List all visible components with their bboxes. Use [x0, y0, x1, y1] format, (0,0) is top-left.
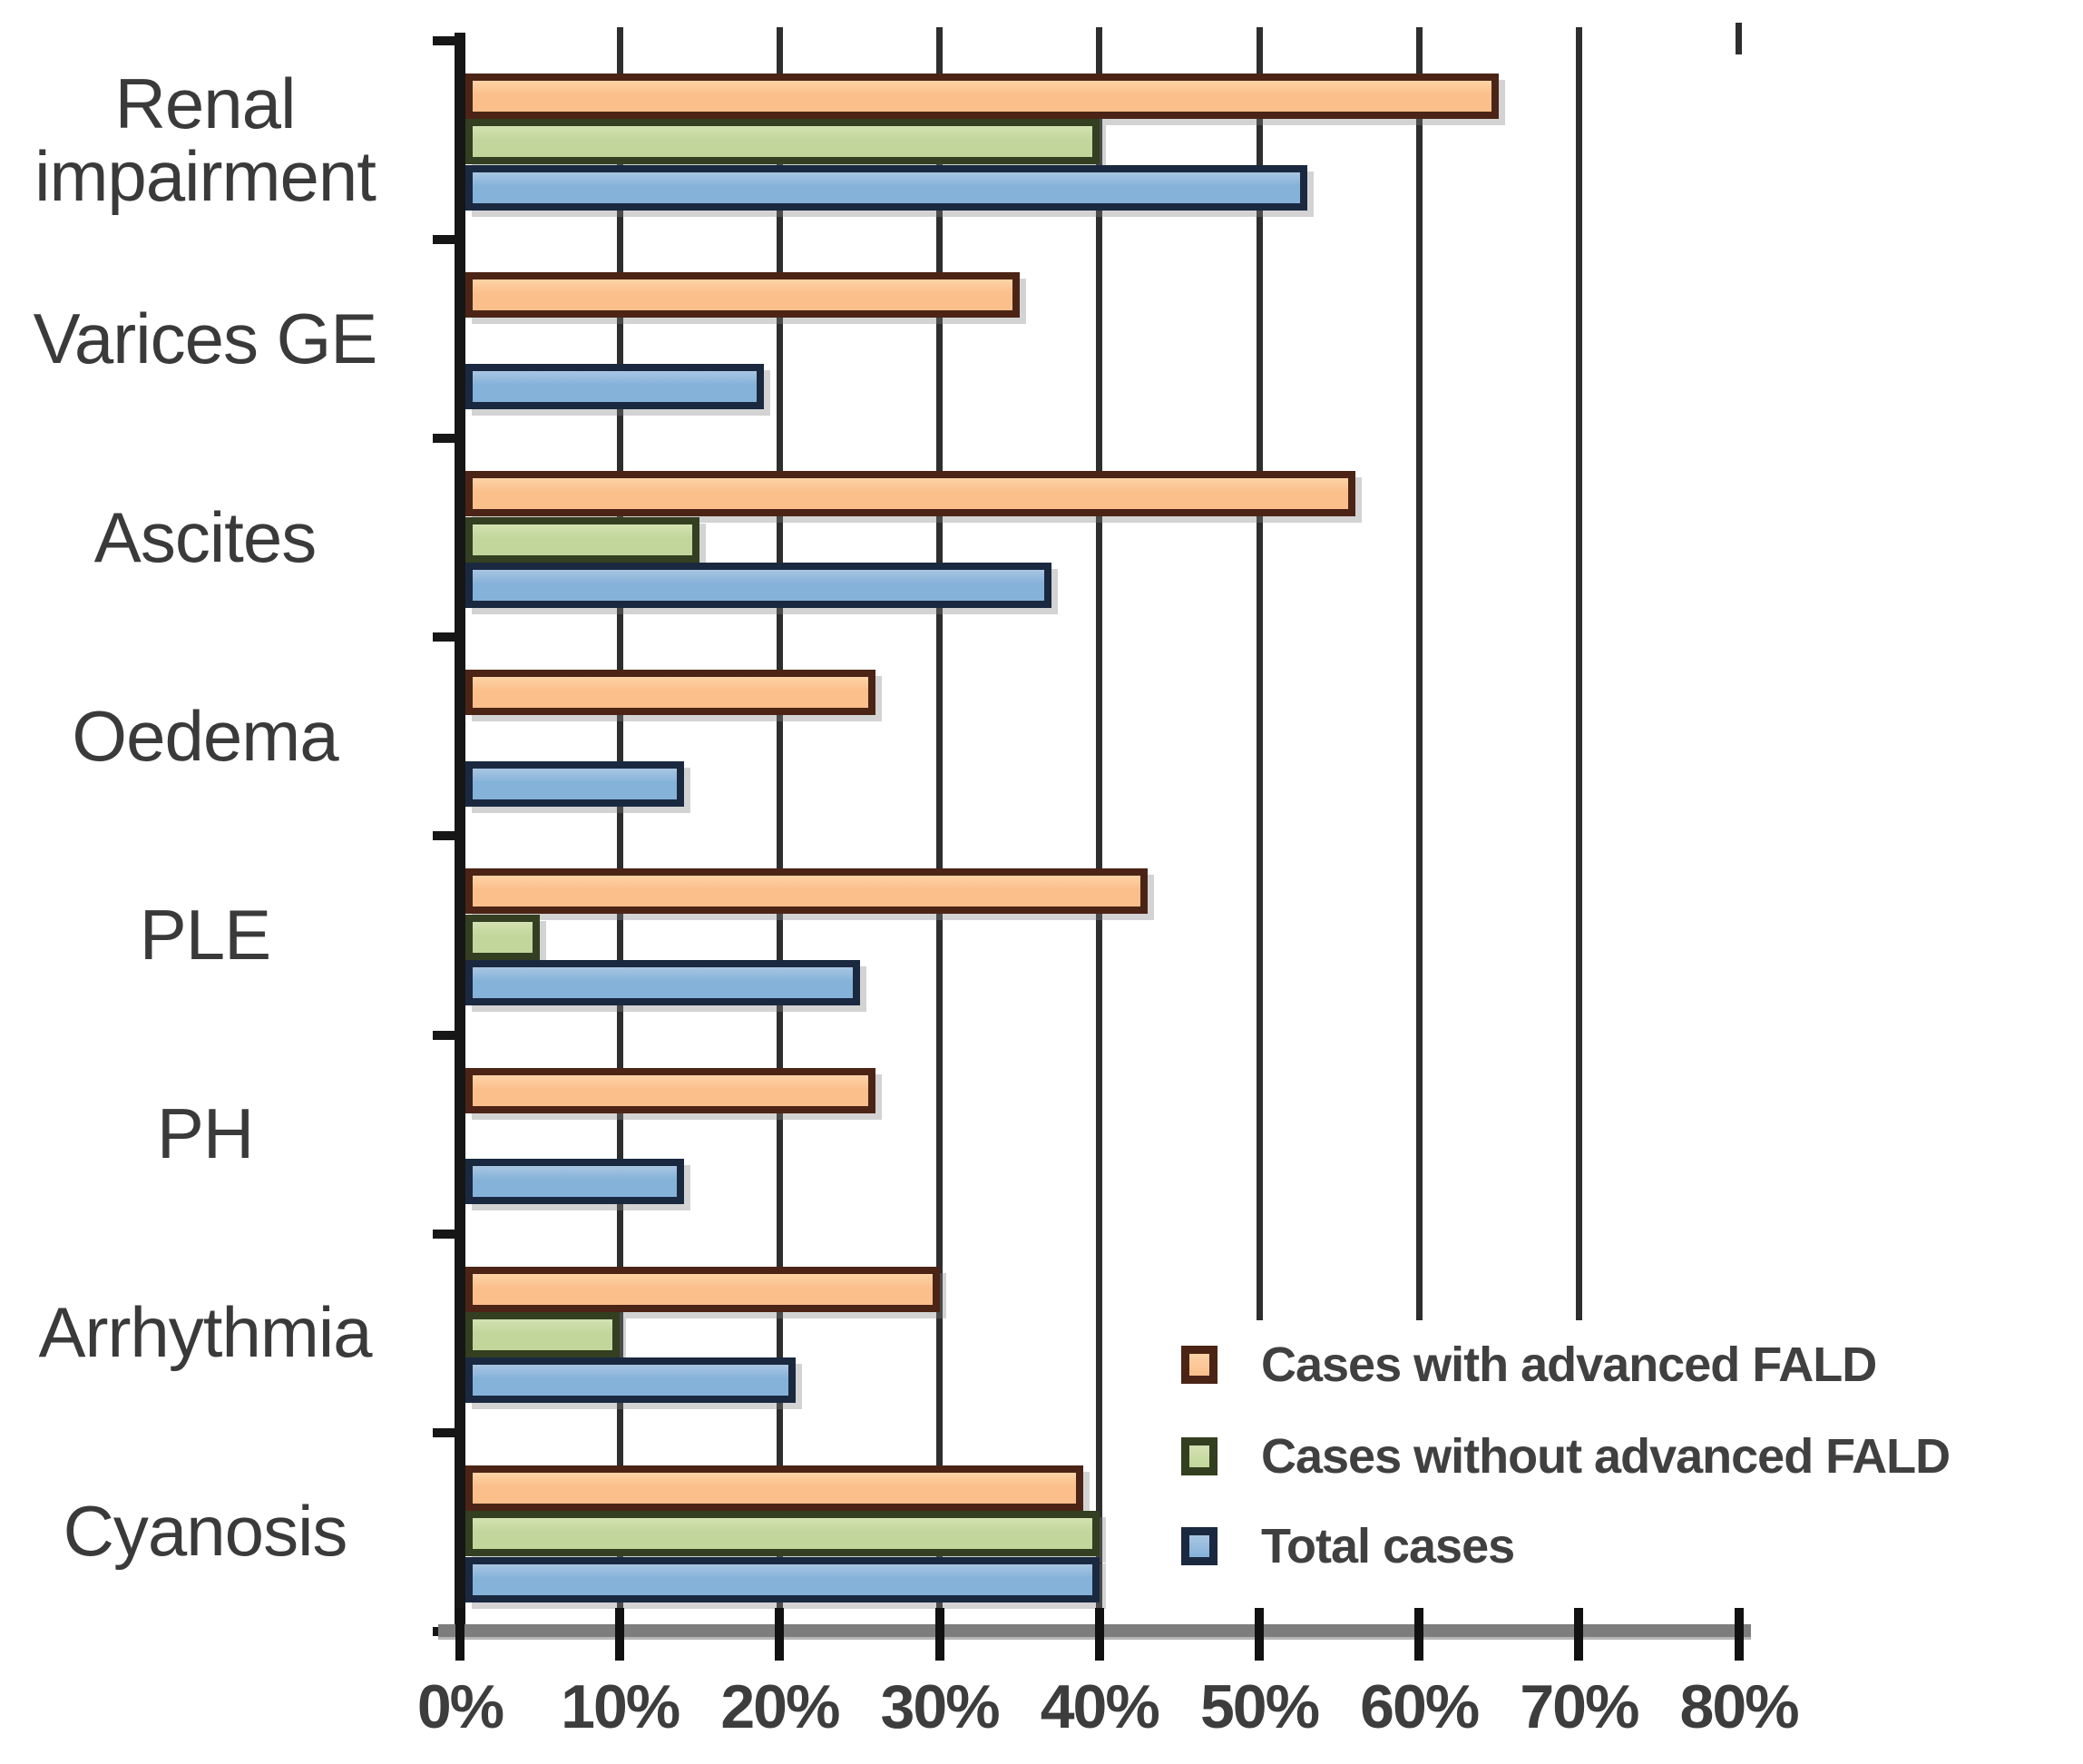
bar-ph--cases-with-advanced-fald [465, 1067, 876, 1113]
legend-item-cases-with-advanced-fald: Cases with advanced FALD [1181, 1336, 1877, 1394]
y-axis-tick [433, 36, 456, 45]
y-axis-tick [433, 1427, 456, 1437]
bar-ascites--cases-with-advanced-fald [465, 471, 1355, 517]
x-axis-tick-label-60: 60% [1360, 1672, 1480, 1741]
bar-arrhythmia--total-cases [465, 1357, 797, 1404]
bar-renal-impairment--total-cases [465, 164, 1307, 211]
bar-cyanosis--cases-with-advanced-fald [465, 1465, 1084, 1511]
category-label-ple: PLE [139, 895, 271, 975]
x-axis-tick-label-0: 0% [416, 1672, 504, 1741]
bar-oedema--total-cases [465, 761, 684, 808]
x-axis-tick-70 [1574, 1608, 1584, 1661]
y-axis-line [455, 33, 465, 1633]
bar-cyanosis--total-cases [465, 1556, 1100, 1602]
x-axis-tick-40 [1094, 1608, 1104, 1661]
bar-ple--cases-with-advanced-fald [465, 868, 1148, 915]
gridline-10pct [616, 27, 623, 1633]
x-axis-tick-label-40: 40% [1040, 1672, 1160, 1741]
gridline-50pct [1256, 27, 1263, 1320]
gridline-40pct [1096, 27, 1103, 1633]
category-label-varices-ge: Varices GE [33, 298, 378, 378]
x-axis-tick-label-70: 70% [1520, 1672, 1639, 1741]
x-axis-tick-60 [1414, 1608, 1424, 1661]
gridline-70pct [1575, 27, 1582, 1320]
gridline-60pct [1415, 27, 1423, 1320]
y-axis-tick [433, 235, 456, 245]
bar-oedema--cases-with-advanced-fald [465, 670, 876, 716]
category-label-renal-impairment: Renal impairment [34, 64, 377, 216]
bar-ascites--cases-without-advanced-fald [465, 516, 700, 563]
legend-item-cases-without-advanced-fald: Cases without advanced FALD [1181, 1427, 1951, 1485]
bar-ph--total-cases [465, 1159, 684, 1205]
bar-varices-ge--cases-with-advanced-fald [465, 272, 1020, 318]
x-axis-tick-label-50: 50% [1199, 1672, 1320, 1741]
bar-arrhythmia--cases-without-advanced-fald [465, 1312, 621, 1357]
x-axis-tick-label-10: 10% [561, 1672, 680, 1741]
category-label-ascites: Ascites [93, 496, 317, 577]
y-axis-tick [433, 1229, 456, 1239]
bar-renal-impairment--cases-without-advanced-fald [465, 119, 1100, 165]
legend-swatch-cases-without-advanced-fald [1181, 1437, 1218, 1475]
x-axis-tick-30 [934, 1608, 944, 1661]
bar-ascites--total-cases [465, 563, 1051, 608]
bar-ple--cases-without-advanced-fald [465, 914, 541, 960]
gridline-80pct-stub [1736, 23, 1743, 54]
bar-arrhythmia--cases-with-advanced-fald [465, 1266, 940, 1312]
y-axis-tick [433, 434, 456, 444]
category-label-ph: PH [156, 1093, 254, 1174]
legend-label-total-cases: Total cases [1261, 1519, 1515, 1573]
category-label-oedema: Oedema [72, 696, 338, 777]
y-axis-tick [433, 831, 456, 841]
legend-swatch-cases-with-advanced-fald [1181, 1346, 1218, 1384]
x-axis-tick-label-20: 20% [720, 1672, 840, 1741]
gridline-30pct [936, 27, 944, 1633]
legend-swatch-total-cases [1181, 1527, 1218, 1565]
x-axis-tick-10 [615, 1608, 625, 1661]
x-axis-tick-label-30: 30% [880, 1672, 1001, 1741]
bar-ple--total-cases [465, 960, 860, 1006]
bar-varices-ge--total-cases [465, 363, 764, 409]
y-axis-tick [433, 1030, 456, 1040]
category-label-arrhythmia: Arrhythmia [38, 1292, 372, 1373]
bar-renal-impairment--cases-with-advanced-fald [465, 74, 1500, 119]
x-axis-tick-20 [775, 1608, 785, 1661]
y-axis-tick [433, 632, 456, 642]
legend-label-cases-with-advanced-fald: Cases with advanced FALD [1261, 1338, 1877, 1392]
x-axis-tick-50 [1255, 1608, 1264, 1661]
x-axis-tick-0 [455, 1608, 465, 1661]
x-axis-tick-80 [1734, 1608, 1744, 1661]
legend-label-cases-without-advanced-fald: Cases without advanced FALD [1261, 1429, 1951, 1484]
x-axis-tick-label-80: 80% [1679, 1672, 1800, 1741]
category-label-cyanosis: Cyanosis [63, 1491, 348, 1572]
legend-item-total-cases: Total cases [1181, 1517, 1515, 1575]
gridline-20pct [776, 27, 783, 1633]
bar-cyanosis--cases-without-advanced-fald [465, 1511, 1100, 1557]
